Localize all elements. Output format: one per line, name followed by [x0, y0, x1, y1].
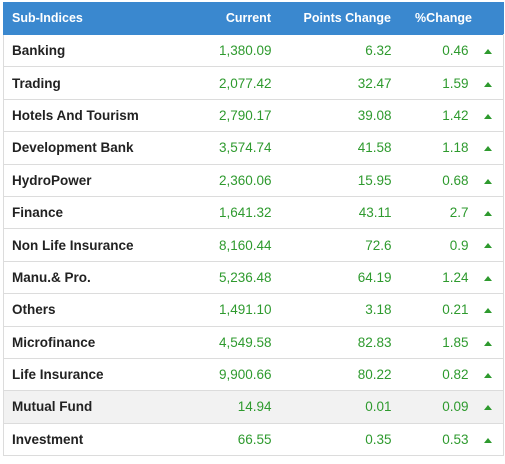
- trend-cell: [472, 33, 504, 68]
- percent-change-value: 1.85: [391, 325, 473, 359]
- sub-index-name: Investment: [3, 422, 174, 457]
- sub-indices-table-container: Sub-Indices Current Points Change %Chang…: [3, 2, 504, 457]
- points-change-value: 39.08: [271, 98, 392, 133]
- current-value: 3,574.74: [173, 131, 272, 165]
- trend-cell: [472, 390, 504, 424]
- table-row[interactable]: Others 1,491.10 3.18 0.21: [3, 293, 504, 327]
- triangle-up-icon: [483, 146, 492, 152]
- trend-cell: [472, 163, 504, 197]
- percent-change-value: 0.68: [391, 163, 473, 197]
- percent-change-value: 1.42: [391, 98, 473, 133]
- percent-change-value: 1.59: [391, 66, 473, 100]
- current-value: 2,077.42: [173, 66, 272, 100]
- triangle-up-icon: [483, 437, 492, 443]
- current-value: 8,160.44: [173, 228, 272, 262]
- sub-index-name: Finance: [3, 195, 174, 230]
- trend-cell: [472, 422, 504, 457]
- table-row[interactable]: Hotels And Tourism 2,790.17 39.08 1.42: [3, 98, 504, 133]
- points-change-value: 43.11: [271, 195, 392, 230]
- percent-change-value: 0.9: [391, 228, 473, 262]
- trend-cell: [472, 357, 504, 392]
- points-change-value: 72.6: [271, 228, 392, 262]
- current-value: 4,549.58: [173, 325, 272, 359]
- table-row[interactable]: Finance 1,641.32 43.11 2.7: [3, 195, 504, 230]
- current-value: 66.55: [173, 422, 272, 457]
- points-change-value: 32.47: [271, 66, 392, 100]
- table-row[interactable]: HydroPower 2,360.06 15.95 0.68: [3, 163, 504, 197]
- column-header-points-change[interactable]: Points Change: [271, 2, 392, 35]
- sub-index-name: Others: [3, 293, 174, 327]
- sub-index-name: Mutual Fund: [3, 390, 174, 424]
- points-change-value: 0.01: [271, 390, 392, 424]
- triangle-up-icon: [483, 49, 492, 55]
- points-change-value: 80.22: [271, 357, 392, 392]
- triangle-up-icon: [483, 243, 492, 249]
- sub-index-name: Development Bank: [3, 131, 174, 165]
- trend-cell: [472, 195, 504, 230]
- table-row[interactable]: Banking 1,380.09 6.32 0.46: [3, 33, 504, 68]
- points-change-value: 0.35: [271, 422, 392, 457]
- trend-cell: [472, 228, 504, 262]
- current-value: 14.94: [173, 390, 272, 424]
- current-value: 5,236.48: [173, 260, 272, 295]
- table-row[interactable]: Microfinance 4,549.58 82.83 1.85: [3, 325, 504, 359]
- table-row[interactable]: Non Life Insurance 8,160.44 72.6 0.9: [3, 228, 504, 262]
- triangle-up-icon: [483, 211, 492, 217]
- sub-index-name: Life Insurance: [3, 357, 174, 392]
- current-value: 1,641.32: [173, 195, 272, 230]
- sub-index-name: Manu.& Pro.: [3, 260, 174, 295]
- trend-cell: [472, 131, 504, 165]
- triangle-up-icon: [483, 113, 492, 119]
- current-value: 9,900.66: [173, 357, 272, 392]
- table-row[interactable]: Investment 66.55 0.35 0.53: [3, 422, 504, 457]
- trend-cell: [472, 325, 504, 359]
- table-header-row: Sub-Indices Current Points Change %Chang…: [3, 2, 504, 35]
- percent-change-value: 1.18: [391, 131, 473, 165]
- column-header-trend: [472, 2, 504, 35]
- sub-index-name: Microfinance: [3, 325, 174, 359]
- triangle-up-icon: [483, 275, 492, 281]
- sub-index-name: Non Life Insurance: [3, 228, 174, 262]
- sub-index-name: HydroPower: [3, 163, 174, 197]
- sub-index-name: Banking: [3, 33, 174, 68]
- column-header-percent-change[interactable]: %Change: [391, 2, 473, 35]
- sub-indices-table: Sub-Indices Current Points Change %Chang…: [3, 2, 504, 457]
- points-change-value: 41.58: [271, 131, 392, 165]
- triangle-up-icon: [483, 81, 492, 87]
- trend-cell: [472, 260, 504, 295]
- table-row[interactable]: Mutual Fund 14.94 0.01 0.09: [3, 390, 504, 424]
- current-value: 2,790.17: [173, 98, 272, 133]
- trend-cell: [472, 293, 504, 327]
- triangle-up-icon: [483, 405, 492, 411]
- triangle-up-icon: [483, 373, 492, 379]
- column-header-sub-indices[interactable]: Sub-Indices: [3, 2, 174, 35]
- trend-cell: [472, 66, 504, 100]
- column-header-current[interactable]: Current: [173, 2, 272, 35]
- percent-change-value: 0.53: [391, 422, 473, 457]
- trend-cell: [472, 98, 504, 133]
- triangle-up-icon: [483, 308, 492, 314]
- points-change-value: 3.18: [271, 293, 392, 327]
- current-value: 1,491.10: [173, 293, 272, 327]
- points-change-value: 15.95: [271, 163, 392, 197]
- table-row[interactable]: Development Bank 3,574.74 41.58 1.18: [3, 131, 504, 165]
- percent-change-value: 0.09: [391, 390, 473, 424]
- table-row[interactable]: Manu.& Pro. 5,236.48 64.19 1.24: [3, 260, 504, 295]
- points-change-value: 82.83: [271, 325, 392, 359]
- percent-change-value: 0.21: [391, 293, 473, 327]
- percent-change-value: 0.82: [391, 357, 473, 392]
- table-row[interactable]: Life Insurance 9,900.66 80.22 0.82: [3, 357, 504, 392]
- points-change-value: 64.19: [271, 260, 392, 295]
- points-change-value: 6.32: [271, 33, 392, 68]
- triangle-up-icon: [483, 340, 492, 346]
- triangle-up-icon: [483, 178, 492, 184]
- sub-index-name: Trading: [3, 66, 174, 100]
- current-value: 1,380.09: [173, 33, 272, 68]
- percent-change-value: 1.24: [391, 260, 473, 295]
- percent-change-value: 0.46: [391, 33, 473, 68]
- sub-index-name: Hotels And Tourism: [3, 98, 174, 133]
- percent-change-value: 2.7: [391, 195, 473, 230]
- table-row[interactable]: Trading 2,077.42 32.47 1.59: [3, 66, 504, 100]
- current-value: 2,360.06: [173, 163, 272, 197]
